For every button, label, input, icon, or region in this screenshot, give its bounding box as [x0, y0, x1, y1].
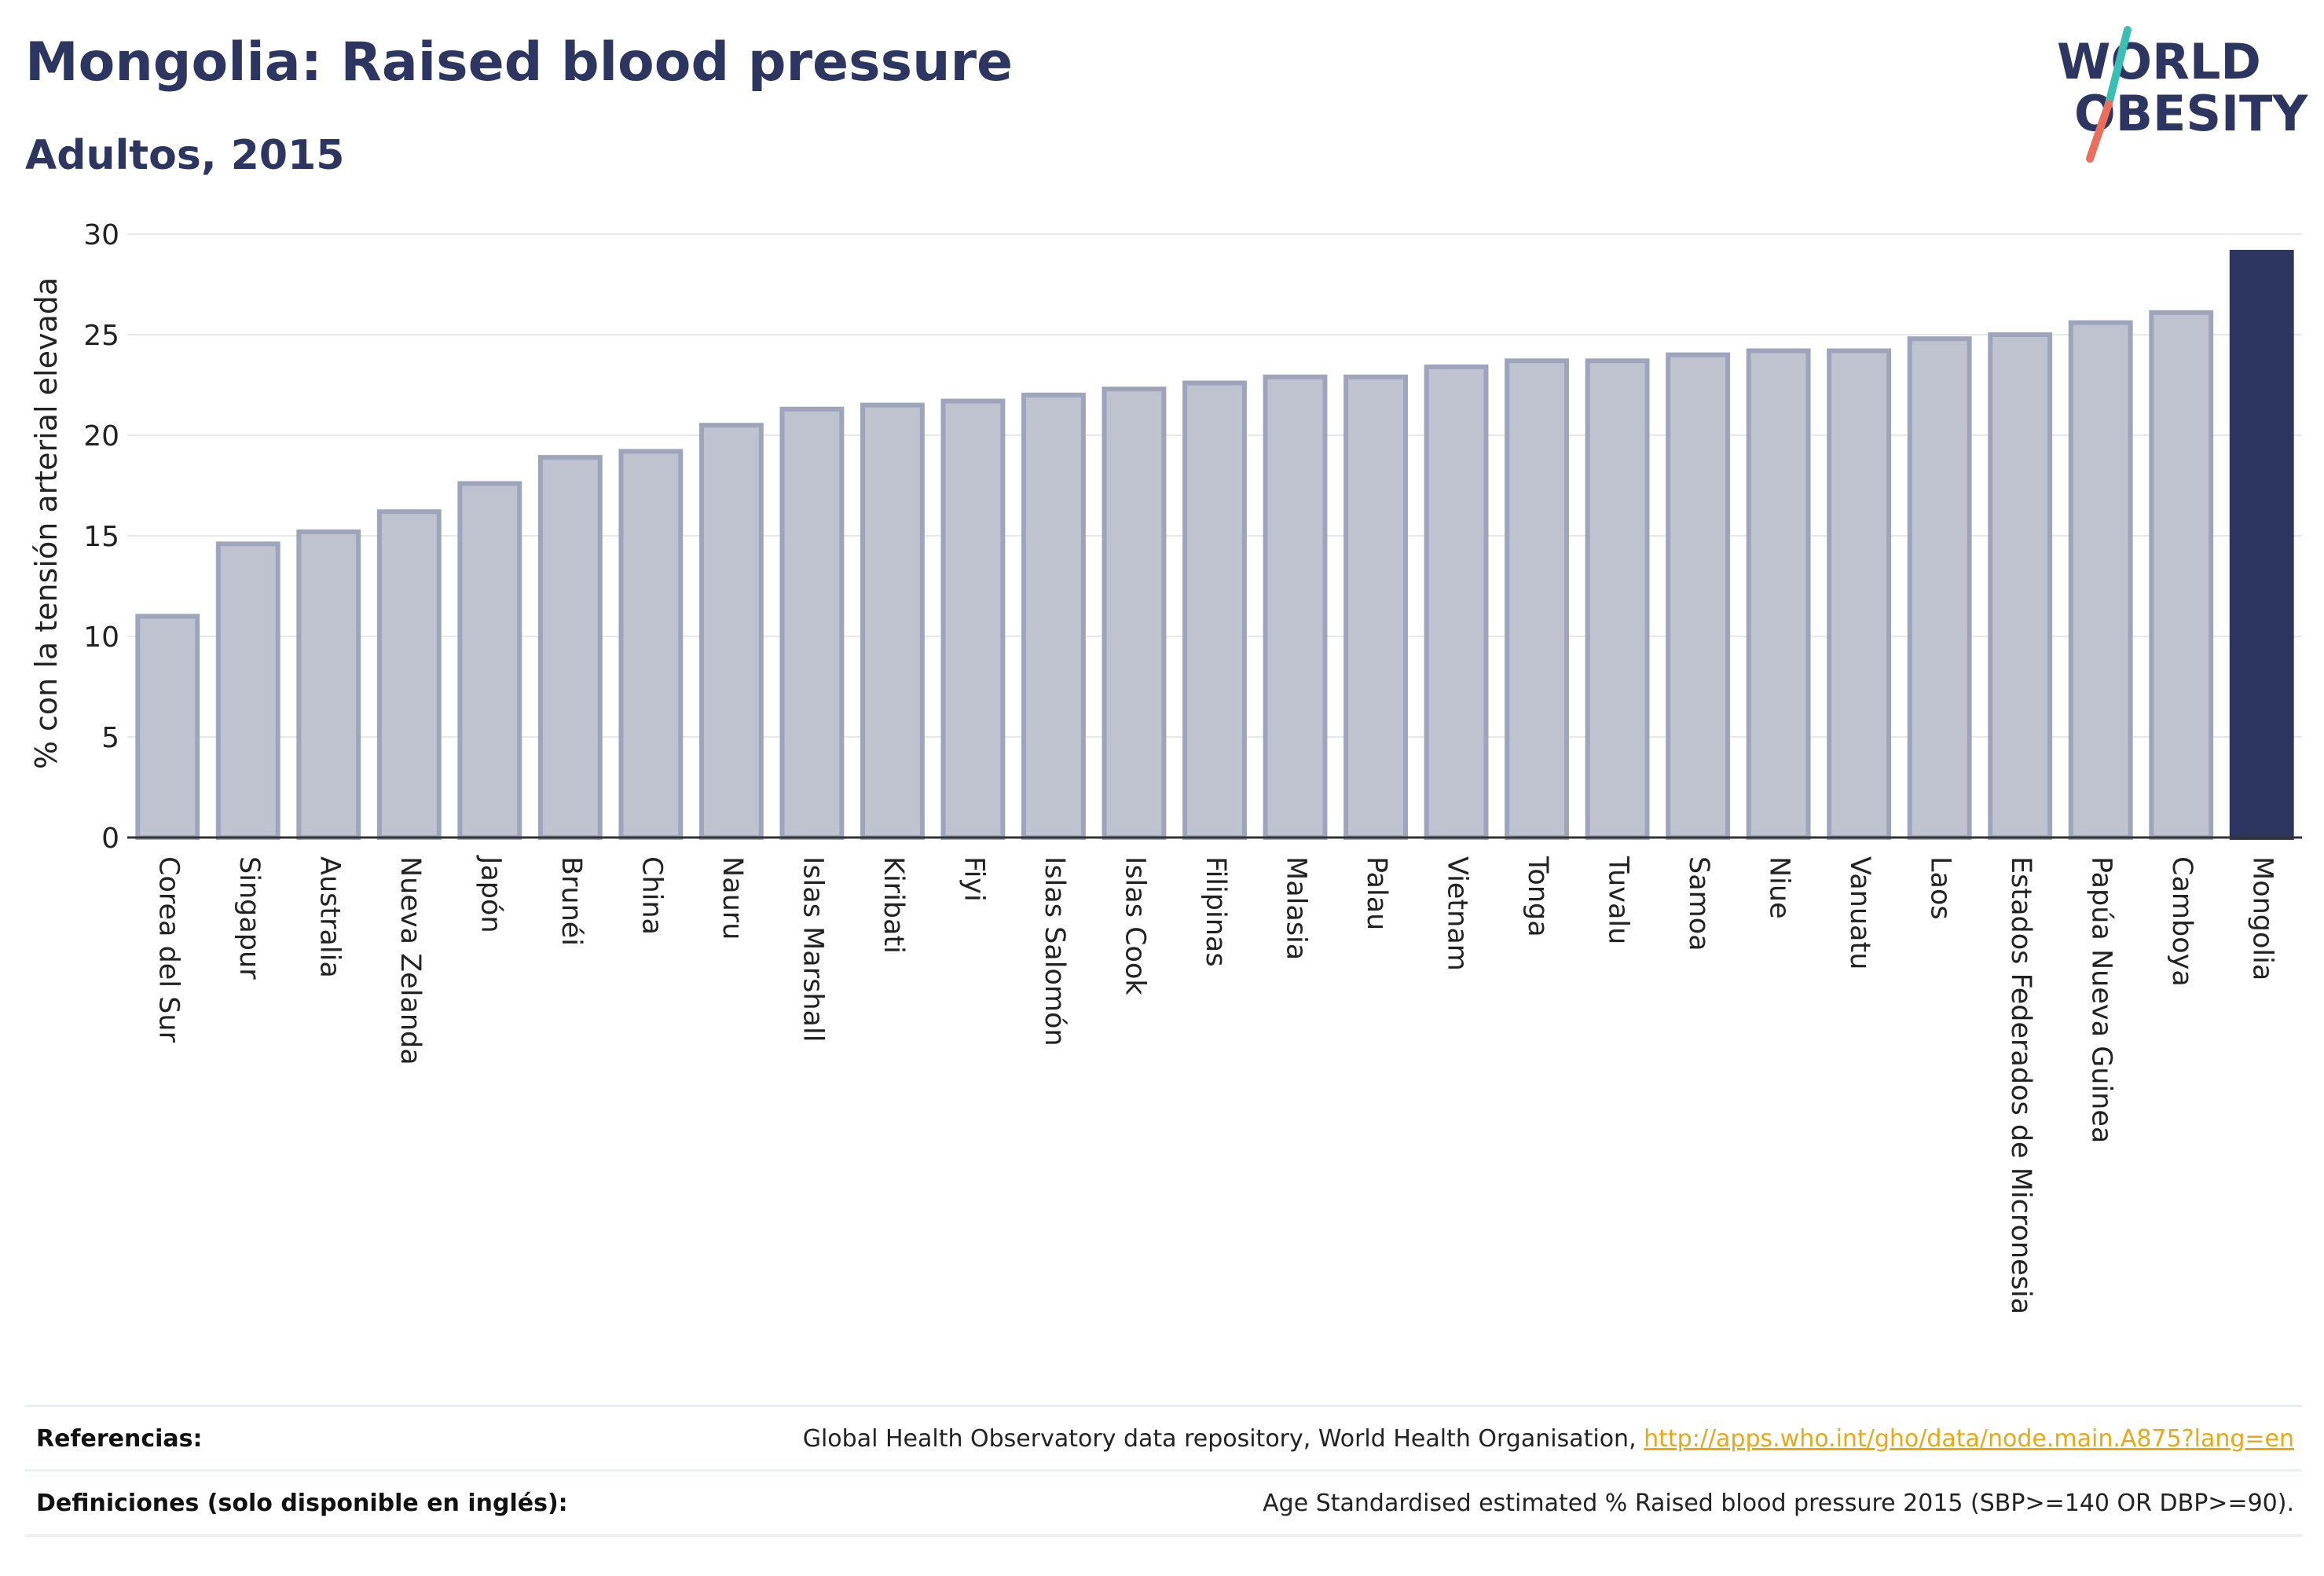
x-tick-label: Malasia — [1281, 856, 1312, 960]
x-tick-label: Nauru — [717, 856, 748, 940]
logo-slash-top — [2105, 26, 2132, 108]
x-tick-label: Kiribati — [878, 856, 909, 954]
definitions-row: Definiciones (solo disponible en inglés)… — [25, 1469, 2302, 1537]
x-tick-label: Islas Salomón — [1039, 856, 1070, 1046]
references-label: Referencias: — [36, 1424, 203, 1453]
world-obesity-logo: WORLD OBESITY — [2057, 26, 2308, 163]
x-tick-label: Camboya — [2166, 856, 2198, 987]
x-tick-label: Corea del Sur — [152, 856, 184, 1043]
bar — [698, 423, 764, 840]
bar — [1827, 348, 1892, 841]
bar — [215, 541, 280, 840]
x-tick-label: Vietnam — [1442, 856, 1473, 971]
bar — [1343, 374, 1408, 840]
x-tick-label: Singapur — [233, 856, 265, 980]
x-tick-label: Estados Federados de Micronesia — [2005, 856, 2036, 1314]
x-tick-label: Australia — [313, 856, 345, 978]
references-source: Global Health Observatory data repositor… — [802, 1424, 1644, 1453]
bar — [1988, 332, 2053, 840]
bar — [779, 406, 845, 840]
x-tick-label: Laos — [1925, 856, 1956, 920]
bar — [1021, 392, 1086, 840]
y-tick-labels: 0 5 10 15 20 25 30 — [83, 219, 119, 855]
bar — [1746, 348, 1811, 841]
bar — [860, 402, 925, 840]
x-tick-label: Tonga — [1522, 856, 1553, 937]
x-tick-labels: Corea del Sur Singapur Australia Nueva Zela… — [152, 855, 2278, 1314]
x-tick-label: Nueva Zelanda — [394, 856, 426, 1065]
x-tick-label: Vanuatu — [1844, 856, 1875, 969]
bar — [618, 449, 684, 840]
logo-slash-bottom — [2086, 100, 2113, 163]
bar — [1102, 387, 1167, 840]
bar — [135, 614, 200, 841]
bar — [1907, 336, 1972, 840]
y-tick-label: 30 — [83, 219, 119, 251]
references-row: Referencias: Global Health Observatory d… — [25, 1405, 2302, 1470]
y-tick-label: 5 — [101, 722, 119, 754]
bar — [2149, 310, 2214, 840]
bar — [1182, 380, 1247, 840]
x-tick-label: Islas Cook — [1119, 856, 1150, 995]
bar — [1505, 358, 1570, 840]
bar — [537, 455, 603, 840]
bar — [376, 509, 442, 841]
bar — [940, 398, 1006, 841]
bar-chart: 0 5 10 15 20 25 30 Corea del Sur Singapur Austra… — [29, 219, 2302, 1314]
bar — [2068, 320, 2133, 840]
bar — [296, 529, 361, 840]
bar-highlight — [2229, 250, 2294, 841]
definitions-label: Definiciones (solo disponible en inglés)… — [36, 1489, 568, 1517]
bar — [1585, 358, 1650, 840]
y-tick-label: 0 — [101, 823, 119, 855]
x-tick-label: China — [636, 856, 667, 935]
x-tick-label: Tuvalu — [1603, 856, 1634, 944]
x-tick-label: Samoa — [1683, 856, 1714, 951]
definitions-text: Age Standardised estimated % Raised bloo… — [1263, 1489, 2294, 1517]
y-tick-label: 20 — [83, 420, 119, 453]
x-tick-label: Papúa Nueva Guinea — [2086, 856, 2117, 1143]
x-tick-label: Palau — [1361, 856, 1392, 930]
y-tick-label: 25 — [83, 320, 119, 352]
y-tick-label: 10 — [83, 621, 119, 654]
x-tick-label: Filipinas — [1200, 856, 1231, 967]
x-tick-label: Niue — [1764, 856, 1795, 919]
logo-line-world: WORLD — [2057, 33, 2261, 90]
bars — [135, 250, 2294, 841]
x-tick-label: Fiyi — [958, 856, 989, 902]
references-text: Global Health Observatory data repositor… — [803, 1425, 2302, 1453]
bar — [1424, 364, 1489, 840]
x-tick-label: Islas Marshall — [797, 856, 828, 1042]
x-tick-label: Mongolia — [2247, 856, 2278, 980]
bar — [1263, 374, 1328, 840]
references-link[interactable]: http://apps.who.int/gho/data/node.main.A… — [1644, 1424, 2294, 1453]
chart-subtitle: Adultos, 2015 — [25, 132, 345, 179]
y-axis-label: % con la tensión arterial elevada — [29, 277, 64, 769]
x-tick-label: Japón — [475, 855, 506, 933]
chart-title: Mongolia: Raised blood pressure — [25, 31, 1014, 93]
bar — [457, 481, 522, 840]
y-tick-label: 15 — [83, 521, 119, 553]
bar — [1666, 352, 1731, 841]
x-tick-label: Brunéi — [555, 856, 587, 946]
